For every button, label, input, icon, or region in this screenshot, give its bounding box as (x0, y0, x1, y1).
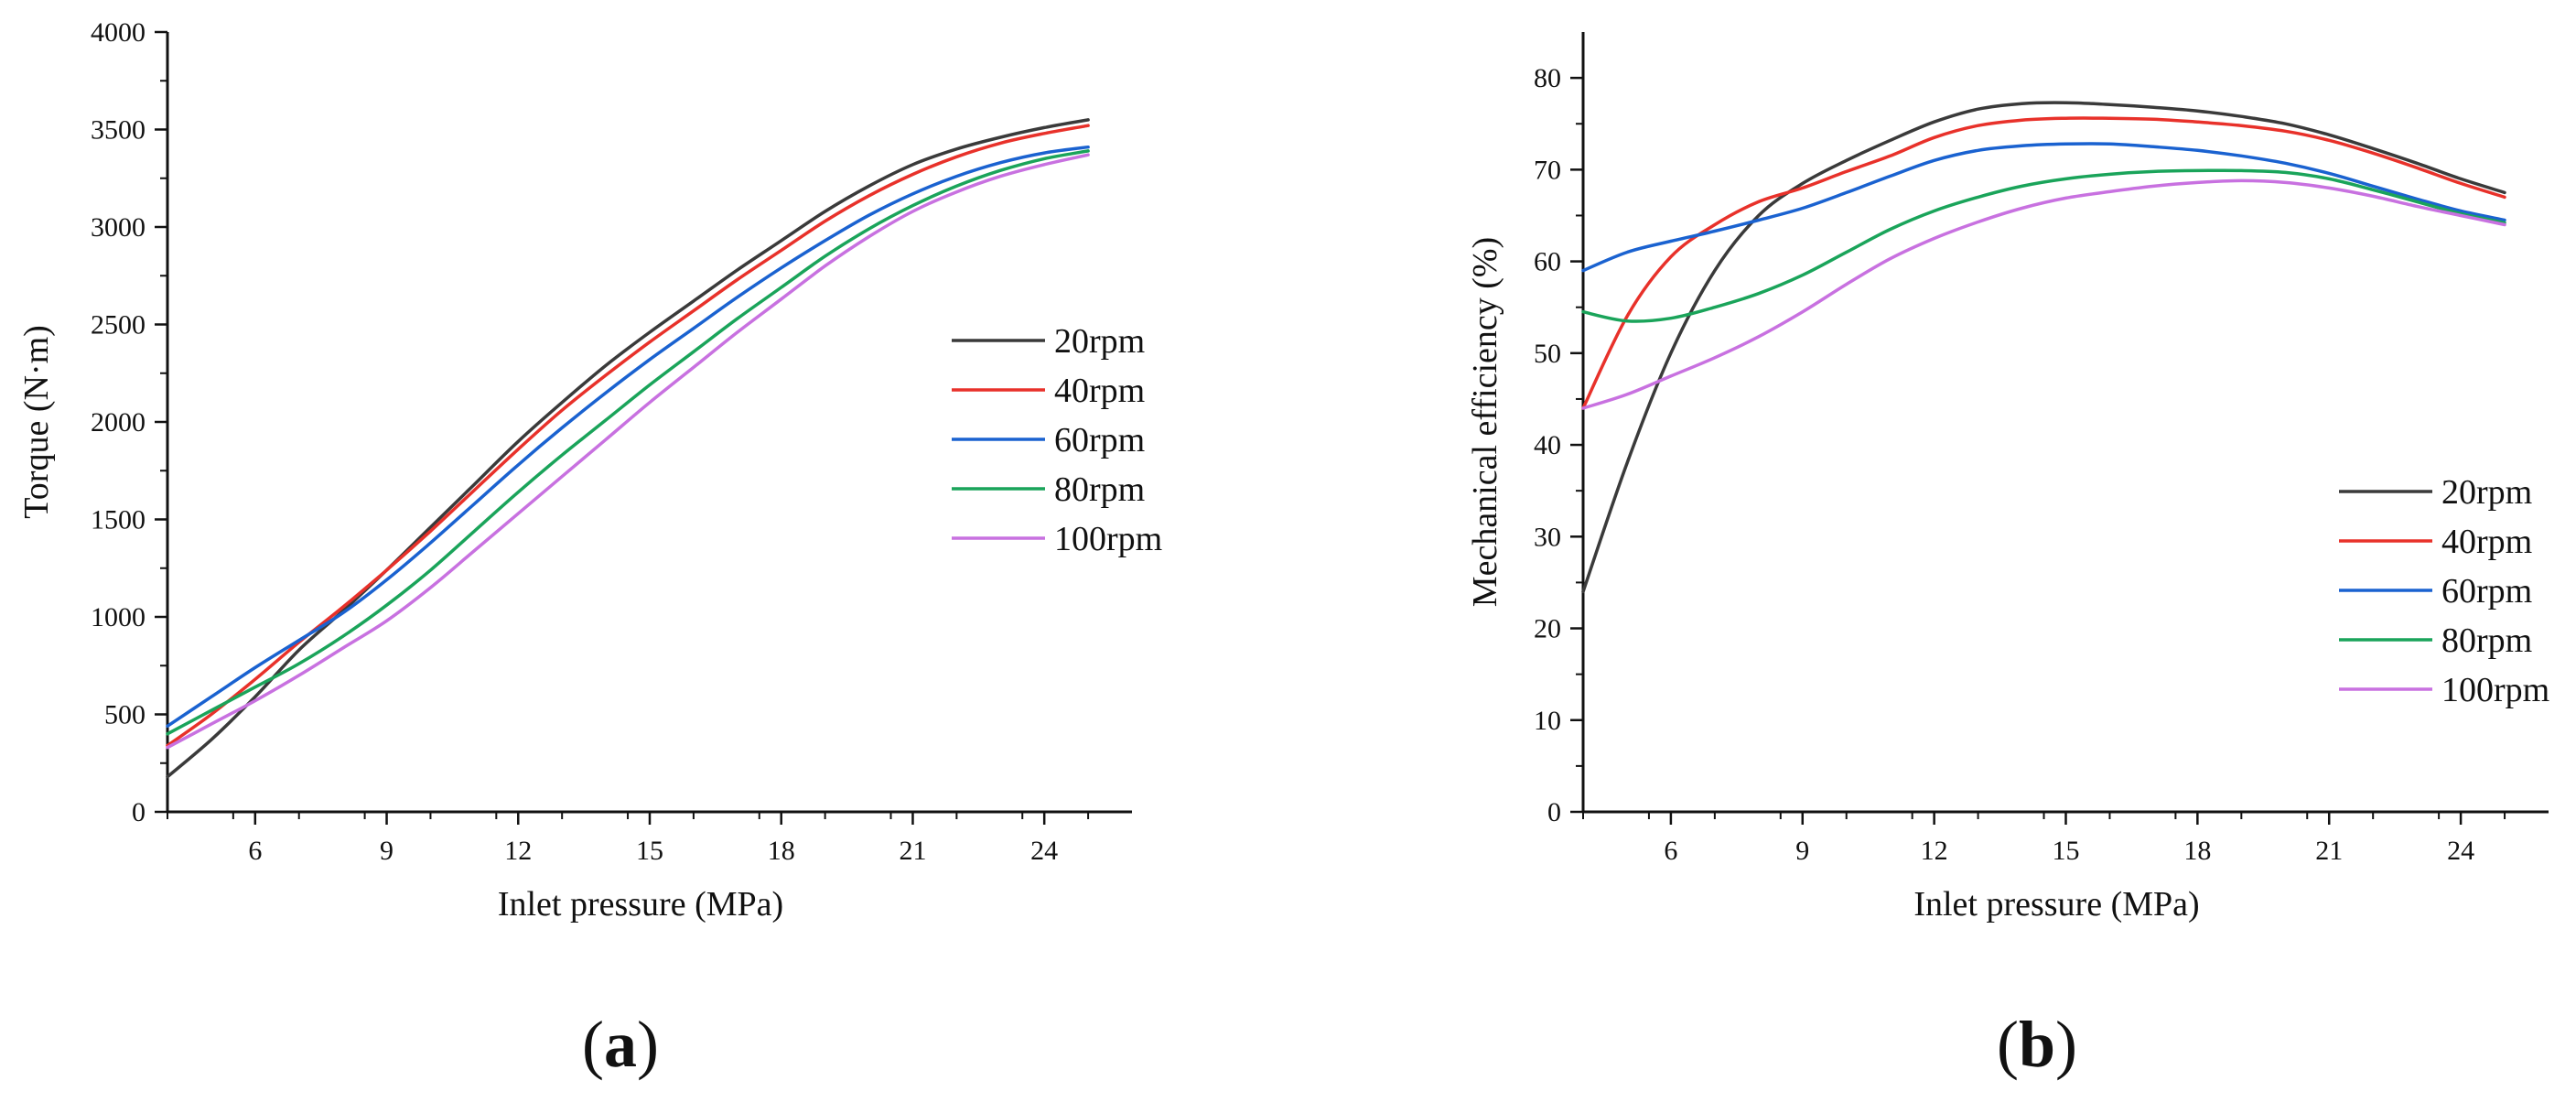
legend-label-80rpm: 80rpm (1054, 470, 1145, 509)
legend-label-40rpm: 40rpm (1054, 372, 1145, 410)
y-tick-label: 0 (132, 797, 146, 827)
y-tick-label: 60 (1534, 247, 1561, 277)
legend-label-60rpm: 60rpm (2441, 572, 2532, 610)
y-tick-label: 20 (1534, 614, 1561, 644)
legend-label-100rpm: 100rpm (1054, 520, 1162, 558)
y-tick-label: 1000 (91, 602, 146, 632)
chart-a-torque: 0 500 1000 1500 2000 2500 3000 3500 4000 6 9 12 15 18… (17, 17, 1162, 924)
y-tick-label: 70 (1534, 155, 1561, 185)
series-line-100rpm (166, 153, 1090, 750)
series-line-20rpm (166, 118, 1090, 779)
panel-label-a: (a) (582, 1008, 659, 1081)
series-line-40rpm (1581, 116, 2506, 410)
y-tick-label: 10 (1534, 706, 1561, 736)
y-tick-label: 80 (1534, 63, 1561, 93)
y-tick-label: 2500 (91, 310, 146, 340)
y-tick-label: 2000 (91, 407, 146, 438)
legend-label-80rpm: 80rpm (2441, 621, 2532, 660)
legend-label-100rpm: 100rpm (2441, 671, 2549, 709)
y-tick-label: 4000 (91, 17, 146, 48)
legend-label-60rpm: 60rpm (1054, 421, 1145, 459)
x-tick-label: 21 (899, 836, 926, 866)
y-tick-label: 3000 (91, 212, 146, 243)
y-axis-label: Torque (N·m) (17, 325, 56, 519)
x-tick-label: 18 (2183, 836, 2211, 866)
x-tick-label: 15 (636, 836, 663, 866)
x-axis-label: Inlet pressure (MPa) (498, 885, 783, 924)
x-tick-label: 21 (2315, 836, 2343, 866)
x-tick-label: 6 (1664, 836, 1677, 866)
x-tick-label: 12 (1921, 836, 1948, 866)
legend-label-40rpm: 40rpm (2441, 523, 2532, 561)
series-line-80rpm (166, 149, 1090, 736)
x-tick-label: 24 (2447, 836, 2474, 866)
series-line-40rpm (166, 124, 1090, 748)
x-tick-label: 9 (1795, 836, 1809, 866)
series-line-80rpm (1581, 168, 2506, 323)
series-line-60rpm (1581, 142, 2506, 273)
x-tick-label: 15 (2053, 836, 2080, 866)
x-tick-label: 24 (1030, 836, 1058, 866)
y-tick-label: 3500 (91, 115, 146, 146)
panel-label-b: (b) (1997, 1008, 2077, 1081)
legend-label-20rpm: 20rpm (1054, 322, 1145, 361)
y-axis-label: Mechanical efficiency (%) (1466, 237, 1504, 607)
x-tick-label: 18 (768, 836, 795, 866)
x-axis-label: Inlet pressure (MPa) (1913, 885, 2199, 924)
y-tick-label: 0 (1547, 797, 1561, 827)
y-tick-label: 40 (1534, 430, 1561, 460)
series-line-100rpm (1581, 178, 2506, 410)
series-line-60rpm (166, 145, 1090, 729)
x-tick-label: 9 (380, 836, 393, 866)
y-tick-label: 500 (104, 700, 146, 730)
y-tick-label: 1500 (91, 505, 146, 535)
series-line-20rpm (1581, 101, 2506, 594)
x-tick-label: 12 (504, 836, 532, 866)
y-tick-label: 50 (1534, 339, 1561, 369)
legend-label-20rpm: 20rpm (2441, 473, 2532, 512)
x-tick-label: 6 (248, 836, 262, 866)
chart-b-mechanical-efficiency: 0 10 20 30 40 50 60 70 80 6 9 12 15 18 21 24 Inlet press… (1466, 32, 2549, 924)
y-tick-label: 30 (1534, 522, 1561, 552)
